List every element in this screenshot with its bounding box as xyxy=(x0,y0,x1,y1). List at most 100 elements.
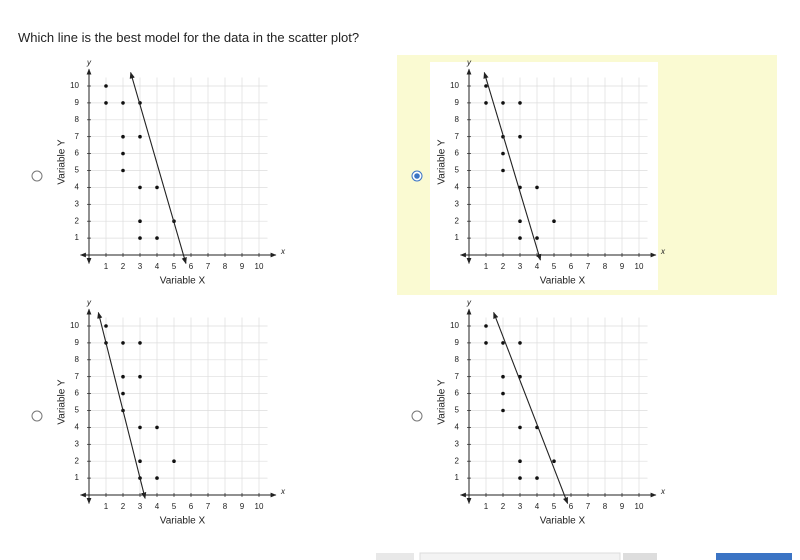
y-tick-label: 9 xyxy=(75,98,80,107)
y-tick-label: 6 xyxy=(455,149,460,158)
y-tick-label: 3 xyxy=(75,439,80,448)
y-tick-label: 4 xyxy=(455,423,460,432)
data-point xyxy=(138,459,142,464)
x-tick-label: 4 xyxy=(155,502,160,511)
y-tick-label: 1 xyxy=(75,233,80,242)
x-tick-label: 10 xyxy=(255,262,264,271)
x-tick-label: 2 xyxy=(501,502,506,511)
data-point xyxy=(501,151,505,156)
data-point xyxy=(121,168,125,173)
x-axis-label: Variable X xyxy=(540,516,586,527)
data-point xyxy=(138,341,142,345)
y-tick-label: 8 xyxy=(455,355,460,364)
x-tick-label: 2 xyxy=(121,502,126,511)
data-point xyxy=(155,185,159,190)
x-tick-label: 1 xyxy=(104,262,109,271)
x-tick-label: 9 xyxy=(240,502,245,511)
x-axis-label: Variable X xyxy=(160,276,206,287)
radio-dot xyxy=(414,173,420,179)
x-tick-label: 2 xyxy=(501,262,506,271)
data-point xyxy=(172,459,176,464)
y-axis-label: Variable Y xyxy=(437,139,448,185)
data-point xyxy=(484,341,488,345)
x-axis-symbol: x xyxy=(280,247,286,256)
data-point xyxy=(518,459,522,464)
y-tick-label: 5 xyxy=(75,406,80,415)
y-axis-symbol: y xyxy=(86,298,92,307)
data-point xyxy=(484,101,488,105)
y-tick-label: 10 xyxy=(70,321,79,330)
data-point xyxy=(138,134,142,139)
x-axis-symbol: x xyxy=(280,487,286,496)
data-point xyxy=(501,374,505,379)
x-tick-label: 6 xyxy=(569,502,574,511)
y-tick-label: 9 xyxy=(455,338,460,347)
y-tick-label: 2 xyxy=(455,456,460,465)
data-point xyxy=(104,84,108,88)
data-point xyxy=(518,425,522,430)
submit-button[interactable] xyxy=(716,553,792,560)
x-tick-label: 3 xyxy=(138,502,143,511)
y-tick-label: 4 xyxy=(455,183,460,192)
data-point xyxy=(518,476,522,480)
y-tick-label: 6 xyxy=(75,389,80,398)
y-tick-label: 5 xyxy=(455,166,460,175)
x-tick-label: 8 xyxy=(603,262,608,271)
y-tick-label: 7 xyxy=(455,372,460,381)
data-point xyxy=(535,476,539,480)
y-tick-label: 3 xyxy=(75,199,80,208)
data-point xyxy=(501,408,505,413)
data-point xyxy=(121,374,125,379)
data-point xyxy=(484,84,488,88)
x-axis-symbol: x xyxy=(660,247,666,256)
y-tick-label: 9 xyxy=(75,338,80,347)
y-tick-label: 2 xyxy=(75,456,80,465)
toolbar-button[interactable] xyxy=(376,553,414,560)
x-tick-label: 5 xyxy=(552,502,557,511)
x-tick-label: 5 xyxy=(552,262,557,271)
radio-button[interactable] xyxy=(31,170,43,182)
y-tick-label: 6 xyxy=(455,389,460,398)
x-tick-label: 9 xyxy=(620,262,625,271)
y-tick-label: 1 xyxy=(455,233,460,242)
data-point xyxy=(155,425,159,430)
toolbar-button[interactable] xyxy=(623,553,657,560)
y-tick-label: 2 xyxy=(75,216,80,225)
x-tick-label: 4 xyxy=(535,262,540,271)
data-point xyxy=(155,236,159,240)
radio-button[interactable] xyxy=(31,410,43,422)
y-tick-label: 4 xyxy=(75,423,80,432)
x-tick-label: 7 xyxy=(586,262,591,271)
data-point xyxy=(138,425,142,430)
x-tick-label: 4 xyxy=(535,502,540,511)
x-tick-label: 10 xyxy=(635,262,644,271)
model-line xyxy=(483,71,542,261)
y-axis-symbol: y xyxy=(466,298,472,307)
x-tick-label: 3 xyxy=(138,262,143,271)
question: Which line is the best model for the dat… xyxy=(18,30,360,45)
y-tick-label: 4 xyxy=(75,183,80,192)
data-point xyxy=(121,101,125,105)
data-point xyxy=(518,219,522,223)
y-axis-symbol: y xyxy=(466,58,472,67)
y-tick-label: 7 xyxy=(75,372,80,381)
chart-background xyxy=(430,62,658,290)
data-point xyxy=(552,219,556,223)
y-axis-symbol: y xyxy=(86,58,92,67)
x-tick-label: 3 xyxy=(518,502,523,511)
data-point xyxy=(518,101,522,105)
radio-button[interactable] xyxy=(411,410,423,422)
x-tick-label: 4 xyxy=(155,262,160,271)
y-axis-label: Variable Y xyxy=(57,379,68,425)
y-tick-label: 8 xyxy=(455,115,460,124)
x-tick-label: 7 xyxy=(206,502,211,511)
y-tick-label: 10 xyxy=(450,81,459,90)
y-tick-label: 1 xyxy=(455,473,460,482)
data-point xyxy=(484,324,488,328)
data-point xyxy=(501,168,505,173)
x-tick-label: 5 xyxy=(172,262,177,271)
data-point xyxy=(104,101,108,105)
y-tick-label: 3 xyxy=(455,439,460,448)
